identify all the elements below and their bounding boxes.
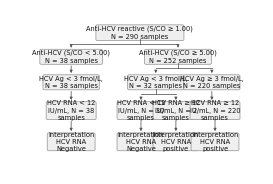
Text: Interpretation
HCV RNA
positive: Interpretation HCV RNA positive bbox=[192, 132, 238, 152]
Text: HCV Ag < 3 fmol/L,
N = 38 samples: HCV Ag < 3 fmol/L, N = 38 samples bbox=[39, 76, 103, 89]
Text: HCV RNA ≥ 12
IU/mL, N = 2
samples: HCV RNA ≥ 12 IU/mL, N = 2 samples bbox=[152, 100, 200, 121]
Text: HCV Ag ≥ 3 fmol/L,
N = 220 samples: HCV Ag ≥ 3 fmol/L, N = 220 samples bbox=[180, 76, 244, 89]
Text: HCV RNA ≥ 12
IU/mL, N = 220
samples: HCV RNA ≥ 12 IU/mL, N = 220 samples bbox=[190, 100, 240, 121]
Text: HCV RNA < 12
IU/mL, N = 30
samples: HCV RNA < 12 IU/mL, N = 30 samples bbox=[117, 100, 165, 121]
Text: Anti-HCV (S/CO < 5.00)
N = 38 samples: Anti-HCV (S/CO < 5.00) N = 38 samples bbox=[32, 50, 110, 64]
FancyBboxPatch shape bbox=[47, 133, 95, 151]
Text: Anti-HCV (S/CO ≥ 5.00)
N = 252 samples: Anti-HCV (S/CO ≥ 5.00) N = 252 samples bbox=[139, 50, 217, 64]
FancyBboxPatch shape bbox=[145, 49, 211, 64]
FancyBboxPatch shape bbox=[40, 49, 102, 64]
FancyBboxPatch shape bbox=[46, 102, 96, 120]
Text: Interpretation
HCV RNA
Negative: Interpretation HCV RNA Negative bbox=[48, 132, 94, 152]
FancyBboxPatch shape bbox=[153, 133, 199, 151]
FancyBboxPatch shape bbox=[117, 133, 165, 151]
Text: Interpretation
HCV RNA
positive: Interpretation HCV RNA positive bbox=[153, 132, 199, 152]
FancyBboxPatch shape bbox=[153, 102, 199, 120]
FancyBboxPatch shape bbox=[128, 75, 184, 90]
FancyBboxPatch shape bbox=[184, 75, 240, 90]
Text: HCV RNA < 12
IU/mL, N = 38
samples: HCV RNA < 12 IU/mL, N = 38 samples bbox=[47, 100, 95, 121]
Text: Interpretation
HCV RNA
Negative: Interpretation HCV RNA Negative bbox=[118, 132, 164, 152]
Text: HCV Ag < 3 fmol/L,
N = 32 samples: HCV Ag < 3 fmol/L, N = 32 samples bbox=[124, 76, 188, 89]
FancyBboxPatch shape bbox=[117, 102, 165, 120]
FancyBboxPatch shape bbox=[96, 25, 184, 40]
FancyBboxPatch shape bbox=[190, 102, 240, 120]
Text: Anti-HCV reactive (S/CO ≥ 1.00)
N = 290 samples: Anti-HCV reactive (S/CO ≥ 1.00) N = 290 … bbox=[87, 26, 193, 40]
FancyBboxPatch shape bbox=[43, 75, 99, 90]
FancyBboxPatch shape bbox=[191, 133, 239, 151]
